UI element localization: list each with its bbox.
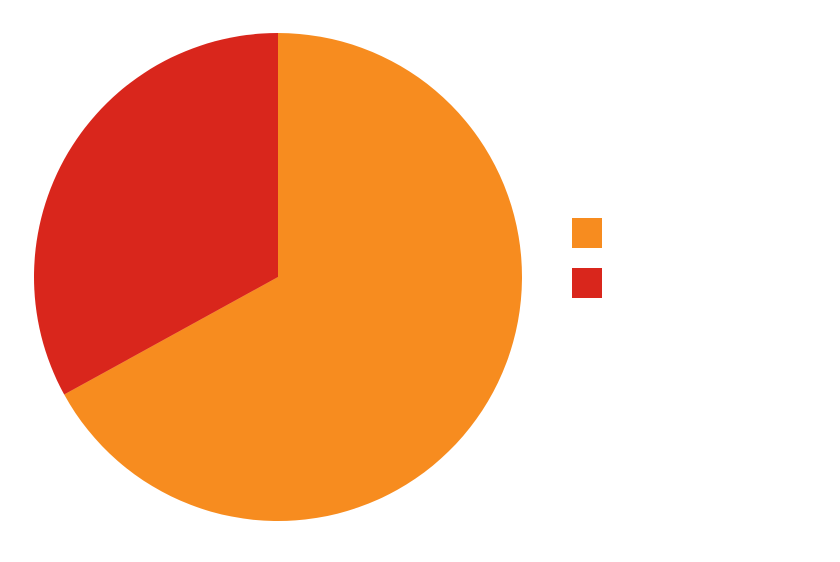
legend-item-1: Female (33%): [572, 268, 754, 298]
legend-item-0: Male (67%): [572, 218, 754, 248]
legend-label-0: Male (67%): [616, 220, 728, 246]
pie-chart-container: Male (67%) Female (33%): [0, 0, 840, 562]
legend: Male (67%) Female (33%): [572, 218, 754, 298]
legend-label-1: Female (33%): [616, 270, 754, 296]
legend-swatch-1: [572, 268, 602, 298]
legend-swatch-0: [572, 218, 602, 248]
